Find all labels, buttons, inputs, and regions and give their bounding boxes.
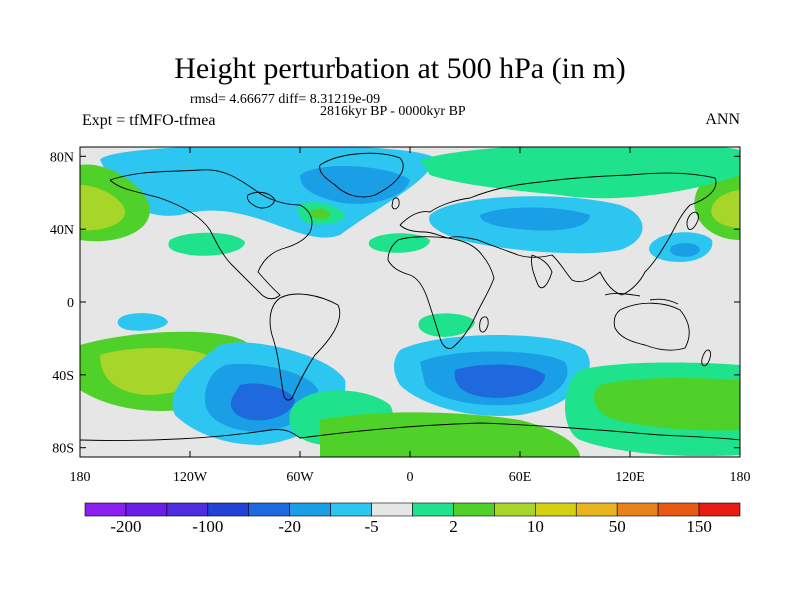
lat-tick-label: 40N <box>50 223 74 238</box>
lon-tick-label: 180 <box>70 470 91 485</box>
coastline-new-zealand <box>701 349 711 367</box>
colorbar-swatch <box>698 502 741 517</box>
positive-anomaly-arctic-eurasia <box>420 147 740 199</box>
lat-tick-label: 40S <box>52 369 74 384</box>
colorbar-label: -20 <box>278 517 302 536</box>
positive-anomaly-antarctic-band <box>320 412 580 457</box>
colorbar-swatch <box>207 502 250 517</box>
lon-tick-label: 120E <box>615 470 645 485</box>
coastline-north-america <box>109 169 313 300</box>
negative-anomaly-eurasia-core <box>480 207 590 231</box>
colorbar-swatch <box>125 502 168 517</box>
lon-tick-label: 180 <box>730 470 751 485</box>
lat-tick-label: 80S <box>52 442 74 457</box>
coastline-indonesia <box>604 293 679 305</box>
coastline-antarctica <box>80 422 740 441</box>
colorbar-swatch <box>535 502 577 517</box>
colorbar-swatch <box>371 502 413 517</box>
positive-anomaly-north-pacific-east-core <box>711 190 740 228</box>
negative-anomaly-indian-ocean-core <box>454 364 545 398</box>
lon-tick-label: 120W <box>173 470 208 485</box>
coastline-japan <box>686 211 699 231</box>
colorbar-swatch <box>84 502 127 517</box>
coastline-greenland <box>319 152 404 198</box>
negative-anomaly-south-america-core <box>230 383 295 421</box>
lat-tick-label: 0 <box>67 296 74 311</box>
colorbar-swatch <box>412 502 454 517</box>
coastline-europe-asia <box>399 172 717 296</box>
colorbar-swatch <box>494 502 536 517</box>
coastline-british-isles <box>391 197 400 210</box>
positive-anomaly-north-atlantic-core <box>310 208 330 220</box>
colorbar-label: -200 <box>110 517 142 536</box>
colorbar-label: 50 <box>608 517 626 536</box>
colorbar-label: 10 <box>526 517 544 536</box>
contour-fill-layer <box>80 147 740 457</box>
lon-tick-label: 0 <box>407 470 414 485</box>
colorbar-label: -5 <box>364 517 379 536</box>
negative-anomaly-north-america-core <box>300 165 410 204</box>
positive-anomaly-southern-ocean-core <box>594 377 740 431</box>
colorbar-label: 150 <box>686 517 712 536</box>
colorbar-swatch <box>657 502 700 517</box>
colorbar-label: -100 <box>192 517 224 536</box>
stats-line: rmsd= 4.66677 diff= 8.31219e-09 <box>190 92 381 107</box>
positive-anomaly-north-pacific-core <box>80 185 125 231</box>
positive-anomaly-atlantic-tropics <box>368 233 430 253</box>
colorbar-swatch <box>166 502 209 517</box>
colorbar-swatch <box>616 502 659 517</box>
coastline-madagascar <box>479 316 489 333</box>
coastline-south-america <box>269 293 341 401</box>
colorbar-swatch <box>575 502 618 517</box>
coastline-india <box>531 254 553 289</box>
colorbar-swatch <box>289 502 331 517</box>
negative-anomaly-west-pacific-core <box>670 243 700 257</box>
colorbar <box>84 502 741 517</box>
colorbar-swatch <box>330 502 372 517</box>
experiment-label: Expt = tfMFO-tfmea <box>82 112 216 129</box>
period-line: 2816kyr BP - 0000kyr BP <box>320 104 466 119</box>
colorbar-label: 2 <box>449 517 458 536</box>
positive-anomaly-east-pacific-tropics <box>168 232 245 256</box>
coastlines <box>80 152 740 441</box>
lat-tick-label: 80N <box>50 150 74 165</box>
lon-tick-label: 60E <box>509 470 532 485</box>
coastline-hudson-bay <box>247 191 276 209</box>
axis-tick-labels: 180 120W 60W 0 60E 120E 180 80N 40N 0 40S 80S <box>50 150 751 485</box>
map-title: Height perturbation at 500 hPa (in m) <box>174 52 626 85</box>
colorbar-swatch <box>248 502 290 517</box>
lon-tick-label: 60W <box>286 470 314 485</box>
season-label: ANN <box>705 111 740 128</box>
negative-anomaly-pacific-tropics <box>117 313 168 331</box>
coastline-africa <box>387 236 495 349</box>
coastline-australia <box>613 302 690 351</box>
positive-anomaly-south-africa <box>418 313 475 337</box>
colorbar-swatch <box>453 502 495 517</box>
axis-ticks <box>79 147 741 457</box>
